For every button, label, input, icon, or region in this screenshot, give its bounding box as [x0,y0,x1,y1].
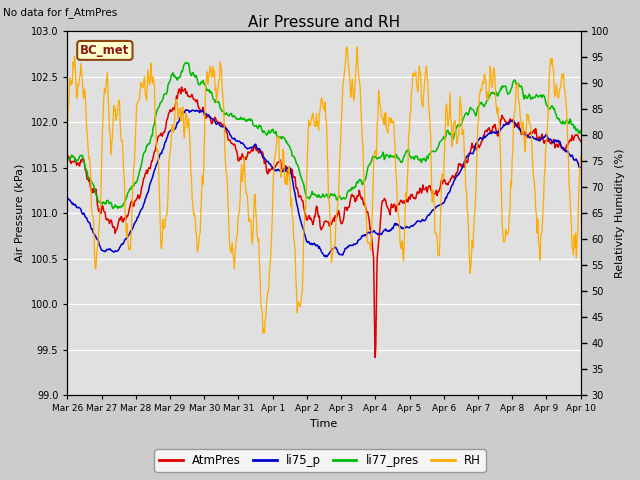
Text: No data for f_AtmPres: No data for f_AtmPres [3,7,118,18]
Y-axis label: Air Pressure (kPa): Air Pressure (kPa) [15,164,25,263]
Text: BC_met: BC_met [80,44,129,57]
Legend: AtmPres, li75_p, li77_pres, RH: AtmPres, li75_p, li77_pres, RH [154,449,486,472]
Y-axis label: Relativity Humidity (%): Relativity Humidity (%) [615,148,625,278]
X-axis label: Time: Time [310,419,338,429]
Title: Air Pressure and RH: Air Pressure and RH [248,15,400,30]
